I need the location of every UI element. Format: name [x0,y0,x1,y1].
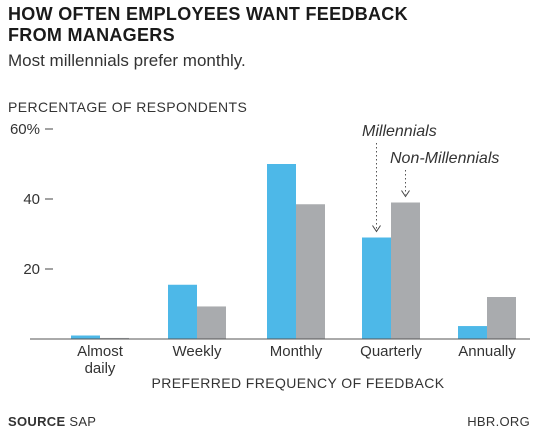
chart-title: HOW OFTEN EMPLOYEES WANT FEEDBACK FROM M… [8,4,528,46]
site-credit: HBR.ORG [467,414,530,429]
bar-non-millennials [487,297,516,339]
bar-millennials [71,335,100,339]
chart-title-line-1: HOW OFTEN EMPLOYEES WANT FEEDBACK [8,4,408,24]
y-tick-label: 60% [10,121,40,138]
bar-non-millennials [100,337,129,339]
y-axis-ticks: 20 40 60% [10,121,53,278]
bar-chart: PERCENTAGE OF RESPONDENTS 20 40 60% Almost… [8,99,530,391]
category-label: Monthly [270,343,323,360]
source-label: SOURCE [8,414,66,429]
bars [71,164,516,339]
legend-label-non-millennials: Non-Millennials [390,150,499,167]
category-label: daily [85,360,116,377]
category-label: Almost [77,343,124,360]
bar-non-millennials [391,202,420,339]
bar-non-millennials [296,204,325,339]
legend-annotations: Millennials Non-Millennials [362,123,499,233]
y-tick-label: 20 [23,261,40,278]
category-label: Quarterly [360,343,422,360]
legend-arrow-non-millennials [401,190,410,198]
bar-millennials [267,164,296,339]
bar-millennials [458,326,487,339]
source-value: SAP [69,414,97,429]
category-label: Weekly [173,343,222,360]
bar-millennials [168,284,197,339]
y-axis-title: PERCENTAGE OF RESPONDENTS [8,99,247,115]
bar-millennials [362,237,391,339]
chart-subtitle: Most millennials prefer monthly. [8,51,246,70]
chart-title-line-2: FROM MANAGERS [8,25,175,45]
legend-label-millennials: Millennials [362,123,437,140]
y-tick-label: 40 [23,191,40,208]
legend-arrow-millennials [372,225,381,233]
bar-non-millennials [197,306,226,339]
category-label: Annually [458,343,516,360]
source-note: SOURCE SAP [8,414,96,429]
x-axis-title: PREFERRED FREQUENCY OF FEEDBACK [152,375,445,391]
